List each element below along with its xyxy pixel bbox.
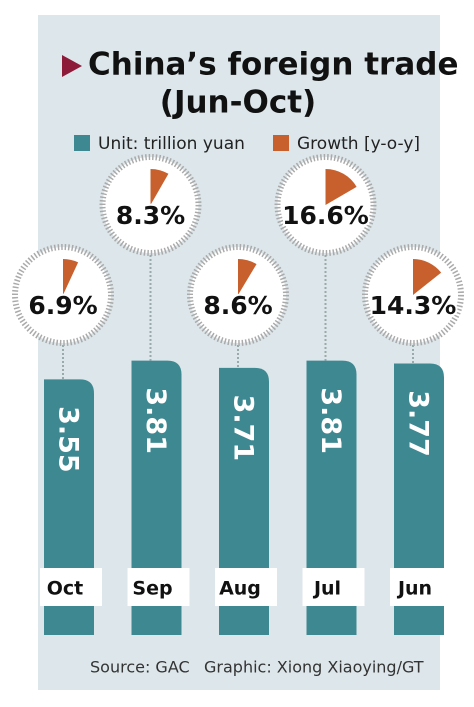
category-label: Jul <box>312 578 341 600</box>
bar-value: 3.71 <box>228 395 259 462</box>
bar <box>131 360 182 635</box>
credit: Graphic: Xiong Xiaoying/GT <box>204 658 424 677</box>
label-band <box>127 568 190 606</box>
bar-value: 3.81 <box>315 387 346 454</box>
pie-wedge <box>238 259 257 295</box>
legend-swatch <box>74 135 90 151</box>
bar-value: 3.81 <box>140 387 171 454</box>
chart-title: China’s foreign trade <box>88 47 458 83</box>
pie-label: 8.3% <box>116 201 185 230</box>
bar-value: 3.77 <box>403 390 434 457</box>
label-band <box>390 568 452 606</box>
legend-label: Growth [y-o-y] <box>297 134 420 154</box>
bar <box>306 360 357 635</box>
label-band <box>302 568 365 606</box>
label-band <box>215 568 277 606</box>
legend-swatch <box>273 135 289 151</box>
category-label: Jun <box>396 578 432 600</box>
pie-label: 8.6% <box>203 291 272 320</box>
pie-label: 14.3% <box>370 291 457 320</box>
source: Source: GAC <box>90 658 190 677</box>
title-marker <box>62 55 82 77</box>
pie-wedge <box>63 259 79 295</box>
bar-value: 3.55 <box>53 406 84 473</box>
pie-label: 16.6% <box>282 201 369 230</box>
pie-wedge <box>325 169 357 205</box>
pie-label: 6.9% <box>28 291 97 320</box>
label-band <box>40 568 102 606</box>
pie-wedge <box>413 259 442 295</box>
chart-subtitle: (Jun-Oct) <box>160 85 316 121</box>
pie-wedge <box>150 169 169 205</box>
category-label: Sep <box>132 578 172 600</box>
bar <box>394 363 444 635</box>
category-label: Oct <box>47 578 84 600</box>
legend-label: Unit: trillion yuan <box>98 134 245 154</box>
category-label: Aug <box>219 578 261 600</box>
